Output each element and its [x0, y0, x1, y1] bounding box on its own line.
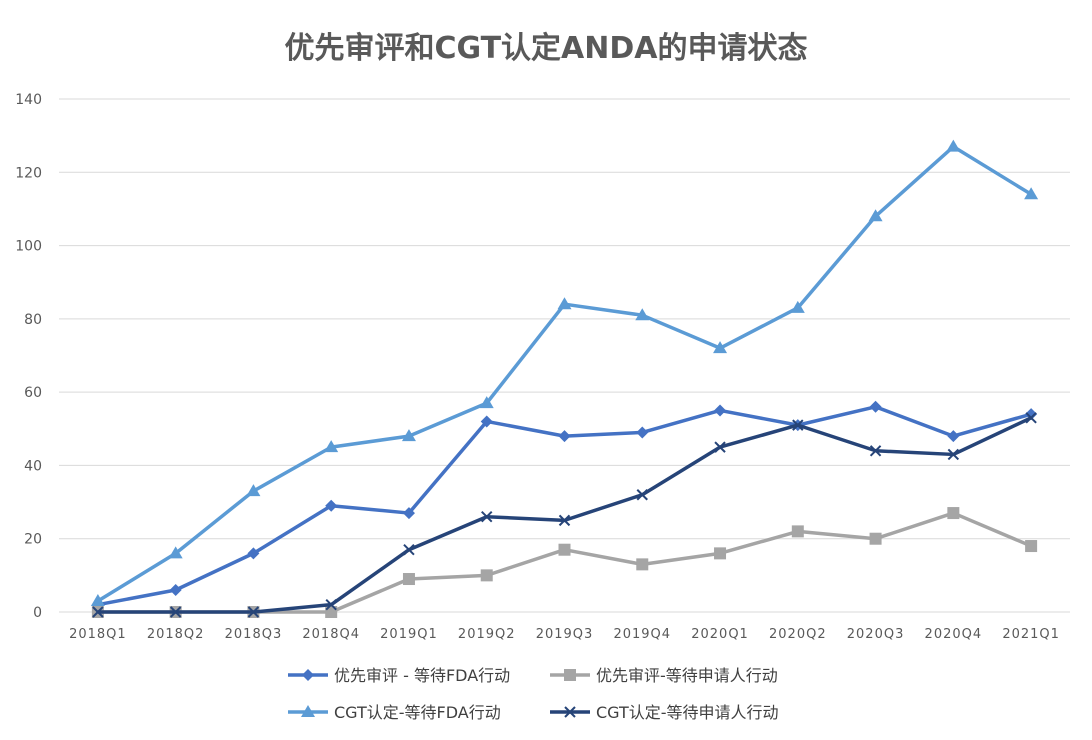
x-tick-label: 2021Q1 [1002, 627, 1060, 642]
chart-title: 优先审评和CGT认定ANDA的申请状态 [284, 31, 807, 66]
data-point [947, 430, 960, 443]
data-point [636, 426, 649, 439]
data-point [401, 429, 416, 442]
data-point [247, 606, 260, 618]
data-point [480, 415, 493, 428]
data-point [946, 139, 961, 152]
x-tick-label: 2018Q2 [147, 627, 205, 642]
legend-label: 优先审评-等待申请人行动 [596, 666, 778, 685]
data-point [558, 430, 571, 443]
x-tick-label: 2020Q1 [691, 627, 749, 642]
data-point [402, 573, 415, 586]
data-point [636, 489, 648, 501]
legend-marker [302, 669, 314, 681]
data-point [947, 507, 960, 520]
legend-label: CGT认定-等待FDA行动 [334, 703, 501, 722]
series-3 [90, 139, 1039, 607]
x-axis-tick-labels: 2018Q1 2018Q2 2018Q3 2018Q4 2019Q1 2019Q2 2019… [69, 627, 1060, 642]
x-tick-label: 2019Q3 [536, 627, 594, 642]
data-point [324, 440, 339, 453]
x-tick-label: 2019Q2 [458, 627, 516, 642]
data-point [479, 396, 494, 409]
data-point [713, 341, 728, 354]
data-point [247, 547, 260, 560]
y-tick-label: 80 [24, 312, 42, 328]
data-point [869, 400, 882, 413]
gridlines [59, 98, 1070, 613]
legend-item: 优先审评 - 等待FDA行动 [288, 666, 510, 685]
legend-marker [301, 705, 315, 717]
y-tick-label: 100 [15, 239, 42, 255]
series-lines [90, 139, 1039, 618]
data-point [402, 507, 415, 520]
data-point [168, 546, 183, 559]
data-point [636, 558, 649, 571]
y-tick-label: 20 [24, 532, 42, 548]
data-point [480, 569, 493, 582]
data-point [792, 419, 804, 431]
legend-marker [564, 669, 576, 681]
y-tick-label: 60 [24, 385, 42, 401]
data-point [1025, 412, 1037, 424]
data-point [868, 209, 883, 222]
data-point [325, 598, 337, 611]
series-4 [92, 412, 1037, 618]
data-point [325, 499, 338, 512]
legend: 优先审评 - 等待FDA行动 优先审评-等待申请人行动 CGT认定-等待FDA行动 C… [288, 666, 779, 722]
data-point [169, 606, 182, 618]
data-point [790, 300, 805, 313]
legend-item: CGT认定-等待FDA行动 [288, 703, 501, 722]
data-point [1025, 540, 1038, 553]
data-point [947, 448, 960, 461]
data-point [557, 297, 572, 310]
x-tick-label: 2020Q3 [847, 627, 905, 642]
x-tick-label: 2018Q4 [302, 627, 360, 642]
y-tick-label: 120 [15, 165, 42, 181]
data-point [1025, 408, 1038, 421]
x-tick-label: 2018Q1 [69, 627, 127, 642]
data-point [714, 441, 726, 453]
data-point [635, 308, 650, 321]
legend-label: CGT认定-等待申请人行动 [596, 703, 779, 722]
x-tick-label: 2020Q4 [925, 627, 983, 642]
x-tick-label: 2020Q2 [769, 627, 827, 642]
x-tick-label: 2018Q3 [225, 627, 283, 642]
data-point [869, 532, 882, 545]
legend-item: CGT认定-等待申请人行动 [550, 703, 779, 722]
legend-label: 优先审评 - 等待FDA行动 [334, 666, 510, 685]
data-point [714, 547, 727, 560]
data-point [558, 514, 571, 527]
x-tick-label: 2019Q4 [613, 627, 671, 642]
legend-item: 优先审评-等待申请人行动 [550, 666, 778, 685]
data-point [869, 445, 882, 457]
y-axis-tick-labels: 0 20 40 60 80 100 120 140 [15, 92, 42, 621]
data-point [403, 544, 415, 556]
data-point [90, 594, 105, 607]
data-point [1024, 187, 1039, 200]
data-point [481, 511, 493, 523]
y-tick-label: 0 [33, 605, 42, 621]
y-tick-label: 40 [24, 458, 42, 474]
data-point [246, 484, 261, 497]
data-point [169, 584, 182, 597]
data-point [558, 543, 571, 556]
data-point [714, 404, 727, 417]
legend-marker [564, 706, 576, 718]
x-tick-label: 2019Q1 [380, 627, 438, 642]
data-point [92, 606, 104, 618]
y-tick-label: 140 [15, 92, 42, 108]
data-point [791, 525, 804, 538]
series-line [97, 416, 1032, 614]
